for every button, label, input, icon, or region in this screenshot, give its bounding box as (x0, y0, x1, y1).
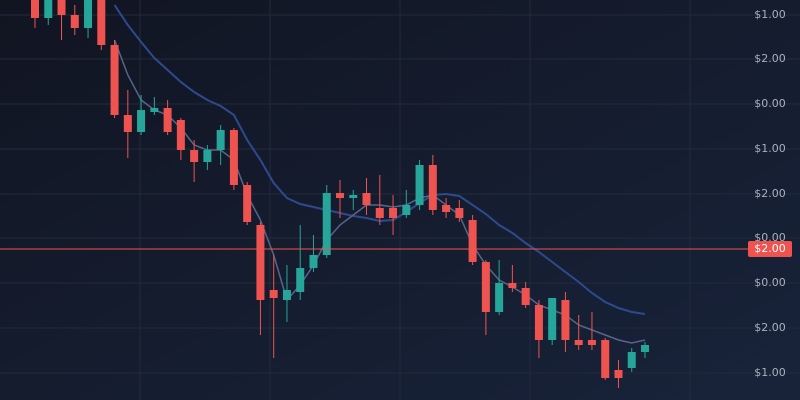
candle-body (163, 108, 172, 132)
y-tick-label: $0.00 (754, 97, 786, 110)
candle-body (216, 130, 225, 150)
candle-body (44, 0, 53, 18)
y-tick-label: $2.00 (754, 187, 786, 200)
candle-body (31, 0, 39, 18)
candle-body (176, 120, 185, 150)
candle-body (455, 208, 464, 218)
candle-body (601, 340, 610, 378)
candle-body (627, 352, 636, 368)
candle-body (84, 0, 93, 28)
candle-body (296, 268, 305, 292)
y-tick-label: $2.00 (754, 52, 786, 65)
candle-body (190, 150, 199, 162)
candle-body (70, 15, 79, 28)
vertical-grid (139, 0, 691, 400)
candle-body (574, 340, 583, 345)
y-tick-label: $1.00 (754, 8, 786, 21)
candle-body (229, 130, 238, 185)
candle-body (548, 298, 557, 340)
candle-body (269, 290, 278, 298)
candle-body (243, 185, 252, 222)
y-tick-label: $0.00 (754, 276, 786, 289)
price-label: $2.00 (754, 242, 786, 255)
candle-body (375, 208, 384, 218)
candle-body (203, 150, 212, 162)
candle-body (534, 305, 543, 340)
candle-body (442, 205, 451, 212)
candle-body (508, 283, 517, 288)
candle-body (587, 340, 596, 345)
candle-body (614, 370, 623, 378)
y-tick-label: $2.00 (754, 321, 786, 334)
candle-body (57, 0, 66, 15)
candle-body (137, 110, 146, 132)
candle-body (481, 262, 490, 312)
candle-body (336, 193, 344, 198)
candle-body (282, 290, 291, 300)
candle-body (309, 255, 318, 268)
candle-body (322, 193, 331, 255)
candle-body (349, 195, 358, 198)
candle-body (97, 0, 106, 45)
candle-body (150, 108, 159, 112)
y-tick-label: $1.00 (754, 142, 786, 155)
candle-body (561, 300, 570, 340)
y-tick-label: $0.00 (754, 231, 786, 244)
candle-body (402, 205, 411, 215)
candle-body (521, 288, 530, 305)
candle-body (415, 165, 424, 205)
price-label-box (748, 241, 792, 257)
candle-body (123, 115, 132, 132)
candle-body (256, 225, 265, 300)
candle-body (641, 345, 649, 352)
candle-body (495, 283, 504, 312)
candle-body (362, 193, 371, 205)
candle-body (389, 208, 398, 218)
candle-body (428, 165, 437, 210)
candle-body (468, 220, 477, 262)
candle-body (110, 45, 119, 115)
y-tick-label: $1.00 (754, 366, 786, 379)
